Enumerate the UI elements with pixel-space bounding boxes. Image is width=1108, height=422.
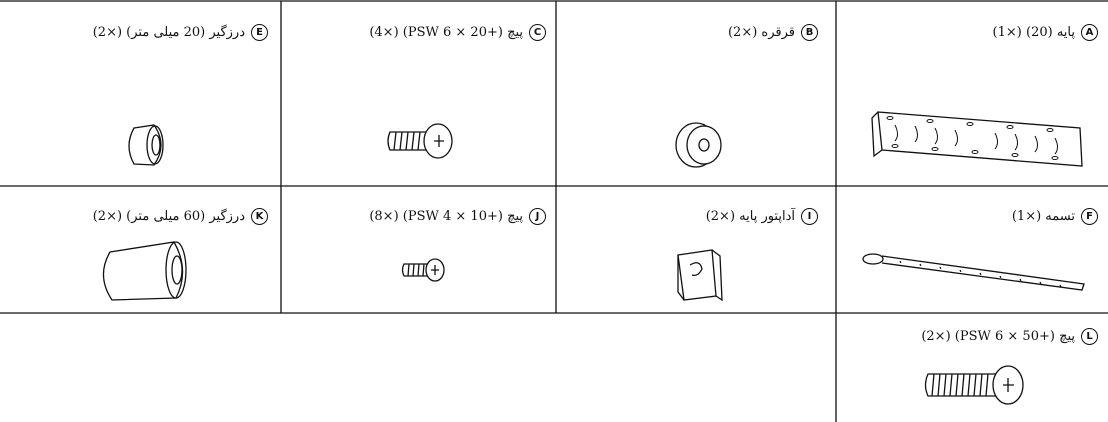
part-label: F تسمه (×1) [1012, 208, 1098, 225]
part-label: E درزگیر (20 میلی متر) (×2) [93, 24, 268, 41]
part-name: تسمه (×1) [1011, 209, 1075, 224]
part-name: پیچ (+PSW 6 × 50) (×2) [921, 329, 1075, 344]
part-letter: C [529, 24, 546, 41]
part-label: L پیچ (+PSW 6 × 50) (×2) [921, 328, 1098, 345]
part-name: درزگیر (60 میلی متر) (×2) [92, 209, 245, 224]
part-label: K درزگیر (60 میلی متر) (×2) [93, 208, 268, 225]
small-screw-illustration [401, 258, 445, 282]
part-letter: B [801, 24, 818, 41]
spacer-illustration [128, 124, 164, 166]
part-letter: F [1081, 208, 1098, 225]
part-label: J پیچ (+PSW 4 × 10) (×8) [369, 208, 546, 225]
part-letter: E [251, 24, 268, 41]
part-name: درزگیر (20 میلی متر) (×2) [92, 25, 245, 40]
long-spacer-illustration [102, 241, 187, 301]
part-name: پیچ (+PSW 6 × 20) (×4) [369, 25, 523, 40]
strap-illustration [862, 253, 1085, 291]
adapter-illustration [677, 249, 723, 302]
part-letter: L [1081, 328, 1098, 345]
long-screw-illustration [924, 365, 1024, 405]
part-label: C پیچ (+PSW 6 × 20) (×4) [369, 24, 546, 41]
part-name: آداپتور پایه (×2) [705, 209, 795, 224]
part-letter: A [1081, 24, 1098, 41]
bracket-illustration [871, 111, 1083, 167]
part-name: قرقره (×2) [727, 25, 795, 40]
screw-illustration [387, 123, 453, 159]
part-label: I آداپتور پایه (×2) [706, 208, 818, 225]
part-label: A پایه (20) (×1) [993, 24, 1098, 41]
part-letter: J [529, 208, 546, 225]
part-letter: K [251, 208, 268, 225]
part-name: پایه (20) (×1) [992, 25, 1075, 40]
part-label: B قرقره (×2) [728, 24, 818, 41]
part-letter: I [801, 208, 818, 225]
part-name: پیچ (+PSW 4 × 10) (×8) [369, 209, 523, 224]
spool-illustration [675, 122, 722, 168]
